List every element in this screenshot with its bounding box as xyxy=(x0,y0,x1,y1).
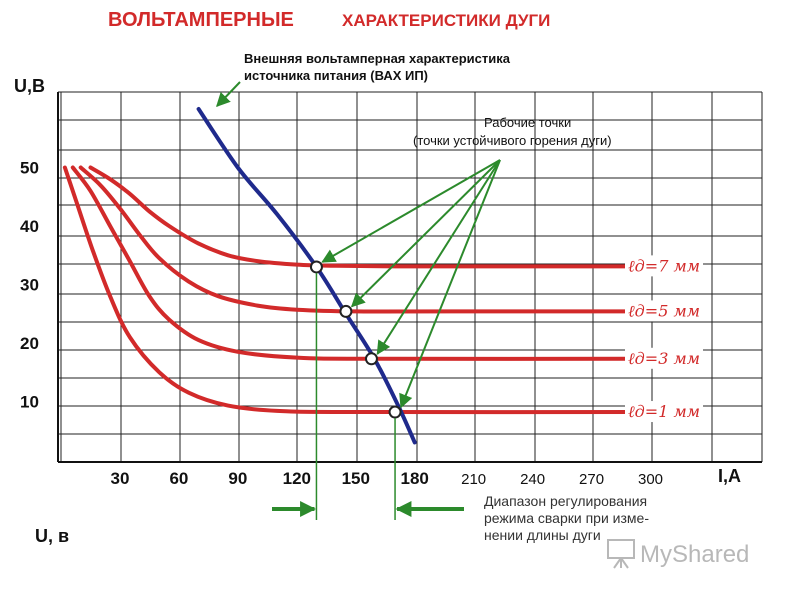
arc-characteristic-line xyxy=(78,165,653,314)
y-axis-label: U,B xyxy=(14,76,45,96)
curve-label-background xyxy=(625,401,704,423)
curve-label-background xyxy=(625,347,704,369)
range-note-line-2: режима сварки при изме- xyxy=(484,510,649,526)
working-point-marker xyxy=(364,352,378,366)
x-tick-label: 300 xyxy=(638,471,663,488)
x-tick-label: 30 xyxy=(110,469,129,488)
curve-label-background xyxy=(625,300,704,322)
curve-label: ℓд=3 мм xyxy=(628,349,700,368)
x-tick-label: 60 xyxy=(169,469,188,488)
watermark: MyShared xyxy=(607,539,749,569)
x-tick-label: 270 xyxy=(579,471,604,488)
x-axis-label: I,A xyxy=(718,466,741,486)
y-tick-label: 10 xyxy=(20,393,39,412)
y-tick-label: 20 xyxy=(20,334,39,353)
title-part-1: ВОЛЬТАМПЕРНЫЕ xyxy=(108,9,294,31)
bottom-voltage-label: U, в xyxy=(35,526,69,546)
working-point-marker xyxy=(309,260,323,274)
arc-characteristic-line xyxy=(70,165,653,361)
y-tick-label: 30 xyxy=(20,276,39,295)
annotation-arrows xyxy=(216,81,501,517)
x-tick-label: 210 xyxy=(461,471,486,488)
curve-label: ℓд=5 мм xyxy=(628,301,700,320)
x-tick-label: 150 xyxy=(342,469,370,488)
x-tick-label: 120 xyxy=(283,469,311,488)
y-tick-label: 50 xyxy=(20,159,39,178)
source-annotation-line-2: источника питания (ВАХ ИП) xyxy=(244,68,428,83)
watermark-text: MyShared xyxy=(640,541,749,568)
working-points-line-1: Рабочие точки xyxy=(484,115,571,130)
source-pointer-arrow xyxy=(216,81,241,108)
curve-label-background xyxy=(625,255,704,277)
range-note-line-1: Диапазон регулирования xyxy=(484,493,647,509)
working-points-line-2: (точки устойчивого горения дуги) xyxy=(413,133,612,148)
working-point-arrow xyxy=(399,159,501,409)
presentation-board-icon xyxy=(607,539,635,569)
series-layer xyxy=(62,107,653,520)
source-annotation-line-1: Внешняя вольтамперная характеристика xyxy=(244,51,511,66)
arc-characteristic-line xyxy=(62,165,653,415)
range-note-line-3: нении длины дуги xyxy=(484,527,601,543)
working-point-marker xyxy=(388,405,402,419)
curve-labels: ℓд=7 мм ℓд=5 мм ℓд=3 мм ℓд=1 мм xyxy=(625,255,704,423)
x-tick-label: 240 xyxy=(520,471,545,488)
working-point-arrow xyxy=(376,159,501,355)
y-tick-label: 40 xyxy=(20,217,39,236)
working-point-arrow xyxy=(350,159,501,308)
x-tick-label: 180 xyxy=(401,469,429,488)
tick-labels: 10 20 30 40 50 30 60 90 120 150 180 210 240 270 300 xyxy=(20,159,663,489)
working-point-marker xyxy=(339,304,353,318)
working-point-arrow xyxy=(321,159,501,263)
title-part-2: ХАРАКТЕРИСТИКИ ДУГИ xyxy=(342,11,550,30)
curve-label: ℓд=7 мм xyxy=(628,256,700,275)
arc-characteristic-line xyxy=(88,165,653,269)
source-characteristic-line xyxy=(196,107,417,445)
x-tick-label: 90 xyxy=(228,469,247,488)
curve-label: ℓд=1 мм xyxy=(628,402,700,421)
